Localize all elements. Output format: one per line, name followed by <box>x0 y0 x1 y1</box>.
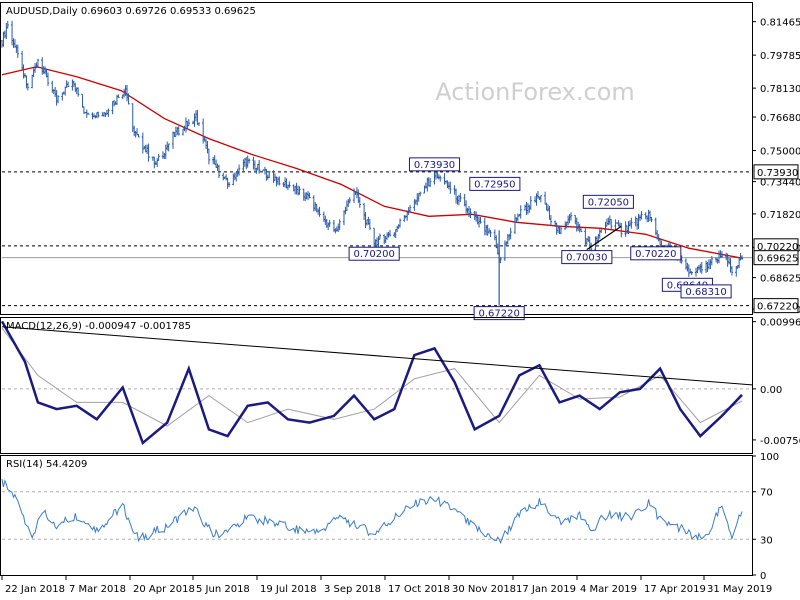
annotation-box <box>630 246 682 261</box>
price-level-label: 0.69625 <box>757 254 798 265</box>
price-tick-label: 0.78130 <box>760 84 800 95</box>
price-level-box <box>753 298 799 314</box>
price-tick-label: 0.73440 <box>760 178 800 189</box>
price-level-box <box>753 250 799 266</box>
macd-panel: MACD(12,26,9) -0.000947 -0.001785 0.0099… <box>0 317 800 454</box>
annotation-box <box>561 250 613 265</box>
macd-tick-label: -0.00756 <box>760 436 800 447</box>
time-tick-label: 30 Nov 2018 <box>452 584 516 595</box>
price-panel-border <box>0 2 753 315</box>
macd-tick-label: 0.009964 <box>760 318 800 329</box>
annotation-label: 0.72950 <box>474 179 515 190</box>
time-axis: 22 Jan 2018 7 Mar 2018 20 Apr 2018 5 Jun 20… <box>1 576 772 595</box>
time-tick-label: 19 Jul 2018 <box>260 584 317 595</box>
price-tick-label: 0.76680 <box>760 113 800 124</box>
price-tick-label: 0.68625 <box>760 274 800 285</box>
price-tick-label: 0.71820 <box>760 210 800 221</box>
price-annotations: 0.73930 0.70200 0.72950 0.67220 0.72050 0.700… <box>348 157 732 321</box>
chart-header: AUDUSD,Daily 0.69603 0.69726 0.69533 0.6… <box>6 6 256 17</box>
price-panel: ActionForex.com AUDUSD,Daily 0.69603 0.6… <box>0 2 800 321</box>
chart-watermark: ActionForex.com <box>435 78 635 106</box>
macd-plot <box>0 320 753 445</box>
annotation-label: 0.70200 <box>353 249 394 260</box>
macd-header: MACD(12,26,9) -0.000947 -0.001785 <box>6 321 191 332</box>
macd-axis: 0.009964 0.00 -0.00756 <box>752 318 800 447</box>
macd-panel-border <box>0 317 753 454</box>
price-tick-label: 0.79785 <box>760 51 800 62</box>
annotation-label: 0.67220 <box>478 309 519 320</box>
price-tick-label: 0.81465 <box>760 18 800 29</box>
rsi-plot <box>1 479 752 545</box>
price-tick-label: 0.75000 <box>760 147 800 158</box>
time-tick-label: 22 Jan 2018 <box>5 584 65 595</box>
time-tick-label: 31 May 2019 <box>707 584 772 595</box>
price-trendlines <box>586 225 622 251</box>
price-level-label: 0.70220 <box>757 242 798 253</box>
rsi-tick-label: 0 <box>760 571 766 582</box>
price-axis: 0.81465 0.79785 0.78130 0.76680 0.75000 0.734… <box>752 18 800 316</box>
annotation-box <box>408 157 461 172</box>
time-tick-label: 3 Sep 2018 <box>324 584 381 595</box>
time-tick-label: 7 Mar 2018 <box>69 584 126 595</box>
time-tick-label: 17 Oct 2018 <box>388 584 450 595</box>
price-level-label: 0.73930 <box>757 168 798 179</box>
time-tick-label: 17 Jan 2019 <box>516 584 576 595</box>
annotation-label: 0.70030 <box>566 253 607 264</box>
price-level-label: 0.67220 <box>757 302 798 313</box>
macd-trendline <box>1 326 753 386</box>
time-tick-label: 4 Mar 2019 <box>580 584 637 595</box>
macd-series-signal <box>1 327 743 427</box>
rsi-panel: RSI(14) 54.4209 100 70 30 0 <box>0 452 779 582</box>
rsi-panel-border <box>0 455 753 576</box>
annotation-label: 0.68310 <box>685 287 726 298</box>
annotation-box <box>582 194 634 209</box>
macd-tick-label: 0.00 <box>760 385 782 396</box>
time-tick-label: 17 Apr 2019 <box>644 584 706 595</box>
annotation-box <box>680 284 732 299</box>
rsi-series <box>1 479 743 545</box>
annotation-label: 0.72050 <box>588 197 629 208</box>
rsi-tick-label: 30 <box>760 535 773 546</box>
price-level-box <box>753 164 799 180</box>
time-tick-label: 5 Jun 2018 <box>196 584 250 595</box>
annotation-box <box>473 306 525 321</box>
annotation-label: 0.70220 <box>635 249 676 260</box>
candles <box>0 20 744 306</box>
annotation-box <box>469 176 521 191</box>
annotation-box <box>348 246 400 261</box>
rsi-tick-label: 100 <box>760 452 779 463</box>
price-trendline <box>586 225 622 251</box>
annotation-label: 0.73930 <box>414 160 455 171</box>
time-tick-label: 20 Apr 2018 <box>133 584 195 595</box>
rsi-axis: 100 70 30 0 <box>752 452 779 582</box>
moving-average-line <box>1 66 743 259</box>
rsi-tick-label: 70 <box>760 488 773 499</box>
macd-series-macd <box>0 320 743 445</box>
rsi-header: RSI(14) 54.4209 <box>6 459 87 470</box>
